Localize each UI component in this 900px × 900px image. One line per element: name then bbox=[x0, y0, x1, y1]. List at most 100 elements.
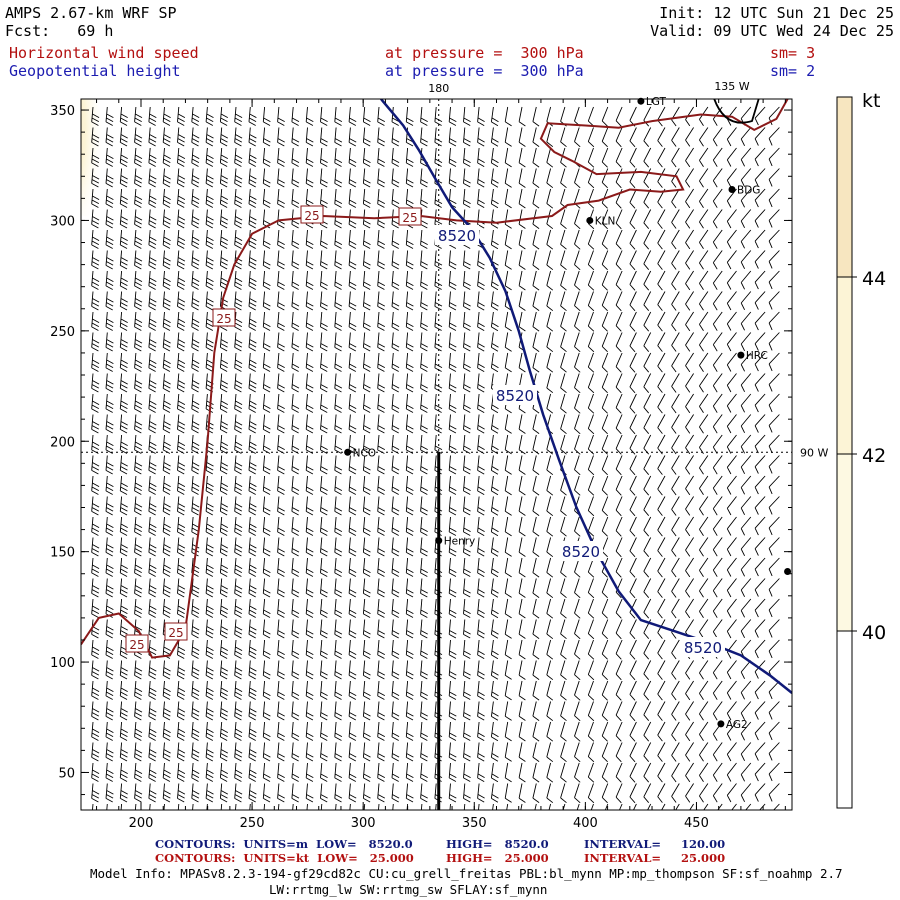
wind-barb bbox=[177, 434, 186, 454]
wind-barb bbox=[148, 250, 157, 270]
wind-barb bbox=[699, 701, 709, 721]
wind-barb bbox=[546, 516, 554, 537]
wind-barb bbox=[477, 106, 485, 126]
wind-barb bbox=[671, 455, 680, 475]
wind-barb bbox=[601, 291, 609, 312]
wind-barb bbox=[305, 639, 314, 659]
wind-barb bbox=[119, 701, 128, 721]
wind-barb bbox=[560, 311, 567, 332]
wind-barb bbox=[463, 619, 471, 639]
wind-barb bbox=[377, 434, 386, 454]
wind-barb bbox=[162, 496, 171, 516]
wind-barb bbox=[615, 598, 623, 619]
wind-barb bbox=[320, 578, 328, 598]
wind-barb bbox=[671, 639, 680, 660]
wind-barb bbox=[348, 721, 357, 741]
wind-barb bbox=[643, 209, 652, 229]
wind-barb bbox=[320, 701, 328, 721]
wind-barb bbox=[377, 332, 386, 352]
wind-barb bbox=[420, 434, 428, 454]
station-marker bbox=[737, 351, 745, 359]
wind-barb bbox=[712, 127, 723, 147]
wind-barb bbox=[277, 270, 285, 290]
wind-barb bbox=[657, 147, 666, 168]
wind-barb bbox=[699, 393, 709, 414]
wind-barb bbox=[205, 496, 214, 516]
wind-barb bbox=[587, 660, 595, 681]
wind-barb bbox=[105, 680, 114, 700]
wind-barb bbox=[305, 578, 314, 598]
wind-barb bbox=[490, 701, 499, 721]
wind-barb bbox=[754, 332, 766, 351]
wind-barb bbox=[574, 455, 581, 476]
wind-barb bbox=[320, 250, 328, 270]
wind-barb bbox=[574, 168, 581, 189]
wind-barb bbox=[675, 803, 680, 810]
wind-barb bbox=[262, 147, 271, 167]
wind-barb bbox=[405, 229, 414, 249]
wind-barb bbox=[671, 701, 680, 721]
wind-barb bbox=[91, 516, 100, 536]
wind-barb bbox=[191, 188, 200, 208]
wind-barb bbox=[560, 229, 567, 250]
wind-barb bbox=[119, 639, 128, 659]
wind-barb bbox=[463, 701, 471, 721]
wind-barb bbox=[699, 414, 709, 434]
wind-barb bbox=[162, 455, 171, 475]
wind-barb bbox=[546, 537, 554, 558]
wind-barb bbox=[262, 373, 271, 393]
wind-barb bbox=[234, 598, 243, 618]
wind-barb bbox=[234, 721, 243, 741]
wind-barb bbox=[671, 598, 680, 619]
wind-barb bbox=[334, 332, 343, 352]
wind-barb bbox=[119, 496, 128, 516]
wind-barb bbox=[377, 742, 386, 762]
wind-barb bbox=[532, 639, 540, 660]
wind-barb bbox=[618, 803, 623, 810]
wind-barb bbox=[740, 393, 752, 413]
wind-barb bbox=[420, 578, 428, 598]
wind-barb bbox=[362, 660, 371, 680]
field2-name: Geopotential height bbox=[9, 62, 181, 80]
wind-barb bbox=[348, 414, 357, 434]
wind-barb bbox=[643, 127, 652, 147]
wind-barb bbox=[248, 680, 257, 700]
wind-barb bbox=[105, 434, 114, 454]
wind-barb bbox=[754, 701, 766, 720]
wind-barb bbox=[391, 742, 400, 762]
wind-barb bbox=[191, 475, 200, 495]
x-tick-label: 200 bbox=[129, 816, 154, 831]
wind-barb bbox=[305, 660, 314, 680]
wind-barb bbox=[177, 516, 186, 536]
wind-barb bbox=[362, 578, 371, 598]
wind-barb bbox=[320, 742, 328, 762]
wind-barb bbox=[560, 168, 567, 189]
wind-barb bbox=[334, 414, 343, 434]
wind-barb bbox=[162, 291, 171, 311]
wind-barb bbox=[119, 311, 128, 331]
wind-barb bbox=[768, 373, 780, 392]
wind-barb bbox=[334, 168, 343, 188]
wind-barb bbox=[726, 291, 737, 311]
wind-barb bbox=[248, 639, 257, 659]
wind-barb bbox=[643, 496, 652, 516]
wind-barb bbox=[685, 475, 694, 496]
wind-barb bbox=[277, 168, 285, 188]
wind-barb bbox=[177, 291, 186, 311]
wind-barb bbox=[105, 352, 114, 372]
wind-barb bbox=[277, 598, 285, 618]
wind-barb bbox=[219, 291, 229, 311]
wind-barb bbox=[712, 598, 723, 618]
wind-barb bbox=[391, 680, 400, 700]
wind-barb bbox=[657, 496, 666, 516]
wind-barb bbox=[219, 660, 229, 680]
wind-barb bbox=[119, 332, 128, 352]
wind-barb bbox=[348, 537, 357, 557]
wind-barb bbox=[420, 516, 428, 536]
wind-barb bbox=[504, 229, 512, 250]
wind-barb bbox=[726, 598, 737, 618]
wind-barb bbox=[448, 516, 457, 536]
wind-barb bbox=[377, 455, 386, 475]
wind-barb bbox=[320, 373, 328, 393]
wind-barb bbox=[405, 250, 414, 270]
